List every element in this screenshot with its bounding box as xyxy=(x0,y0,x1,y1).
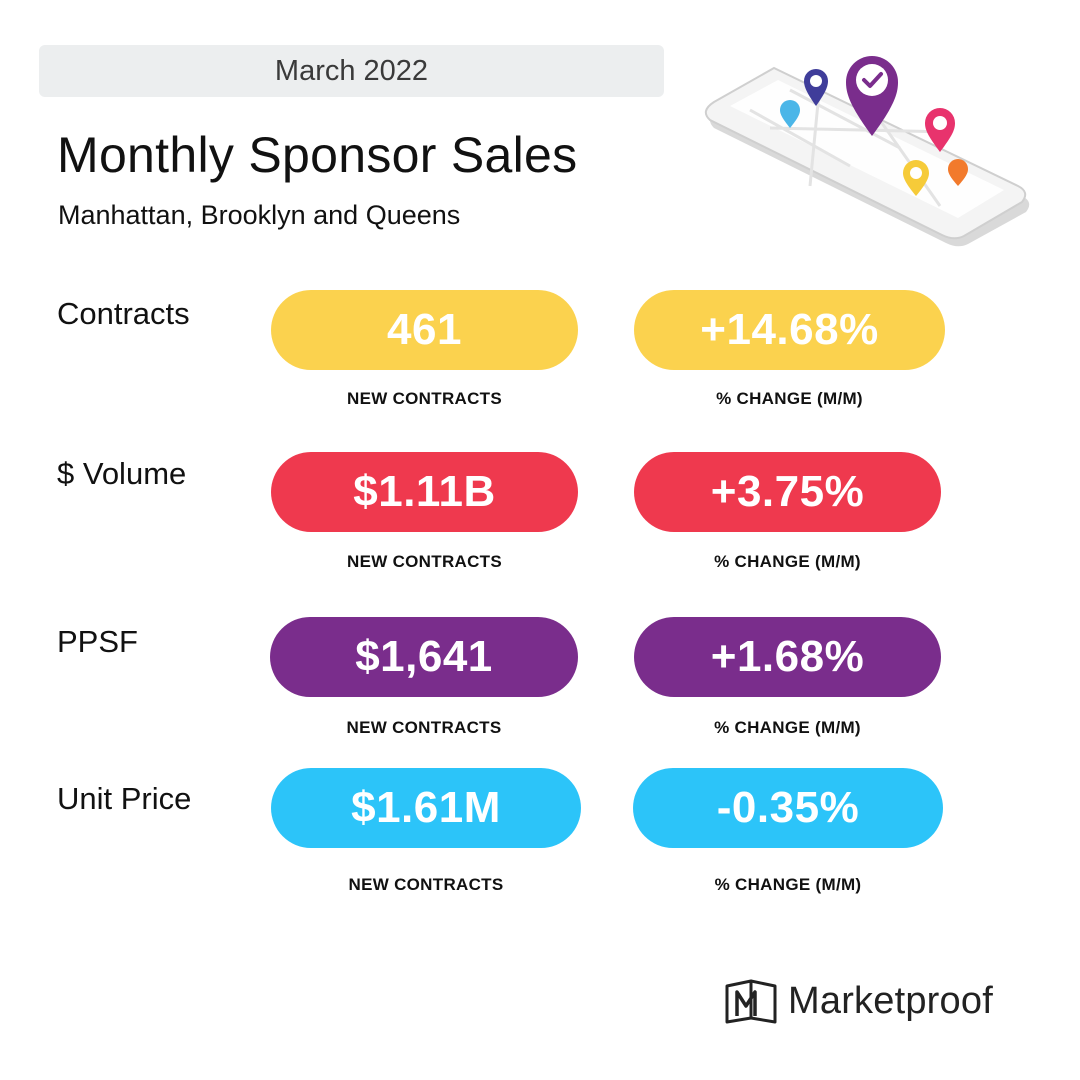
metric-label-ppsf: PPSF xyxy=(57,624,138,659)
map-pin-check-icon xyxy=(846,56,898,136)
metric-label-volume: $ Volume xyxy=(57,456,187,491)
ppsf-change-pill: +1.68% xyxy=(634,617,941,697)
ppsf-change-caption: % CHANGE (M/M) xyxy=(714,718,861,737)
phone-map-illustration xyxy=(704,56,1030,247)
map-pin-coin-icon xyxy=(903,160,929,196)
ppsf-value-pill: $1,641 xyxy=(270,617,578,697)
volume-value-pill: $1.11B xyxy=(271,452,578,532)
map-pin-info-icon xyxy=(804,69,828,106)
map-pin-icon xyxy=(948,159,968,186)
map-pin-icon xyxy=(780,100,800,128)
unit-price-change: -0.35% xyxy=(716,783,860,832)
map-pin-icon xyxy=(925,108,955,152)
volume-change-caption: % CHANGE (M/M) xyxy=(714,552,861,571)
ppsf-change: +1.68% xyxy=(710,632,865,681)
ppsf-value: $1,641 xyxy=(355,632,493,681)
page-subtitle: Manhattan, Brooklyn and Queens xyxy=(58,200,461,230)
unit-price-change-caption: % CHANGE (M/M) xyxy=(714,875,862,894)
volume-value-caption: NEW CONTRACTS xyxy=(347,552,502,571)
contracts-value-pill: 461 xyxy=(271,290,578,370)
unit-price-value: $1.61M xyxy=(351,783,501,832)
volume-change: +3.75% xyxy=(710,467,865,516)
contracts-value-caption: NEW CONTRACTS xyxy=(347,389,502,408)
contracts-change-pill: +14.68% xyxy=(634,290,945,370)
unit-price-change-pill: -0.35% xyxy=(633,768,943,848)
contracts-change-caption: % CHANGE (M/M) xyxy=(716,389,863,408)
unit-price-value-pill: $1.61M xyxy=(271,768,581,848)
metric-label-contracts: Contracts xyxy=(57,296,190,331)
volume-change-pill: +3.75% xyxy=(634,452,941,532)
metric-label-unit-price: Unit Price xyxy=(57,781,192,816)
report-date: March 2022 xyxy=(274,54,429,87)
marketproof-logo-icon xyxy=(725,979,777,1024)
volume-value: $1.11B xyxy=(353,467,496,516)
unit-price-value-caption: NEW CONTRACTS xyxy=(348,875,504,894)
contracts-value: 461 xyxy=(387,305,462,354)
date-banner: March 2022 xyxy=(39,45,664,97)
brand-name: Marketproof xyxy=(788,979,993,1022)
page-title: Monthly Sponsor Sales xyxy=(57,127,578,183)
ppsf-value-caption: NEW CONTRACTS xyxy=(346,718,502,737)
marketproof-logo: Marketproof xyxy=(724,978,993,1024)
contracts-change: +14.68% xyxy=(700,305,879,354)
